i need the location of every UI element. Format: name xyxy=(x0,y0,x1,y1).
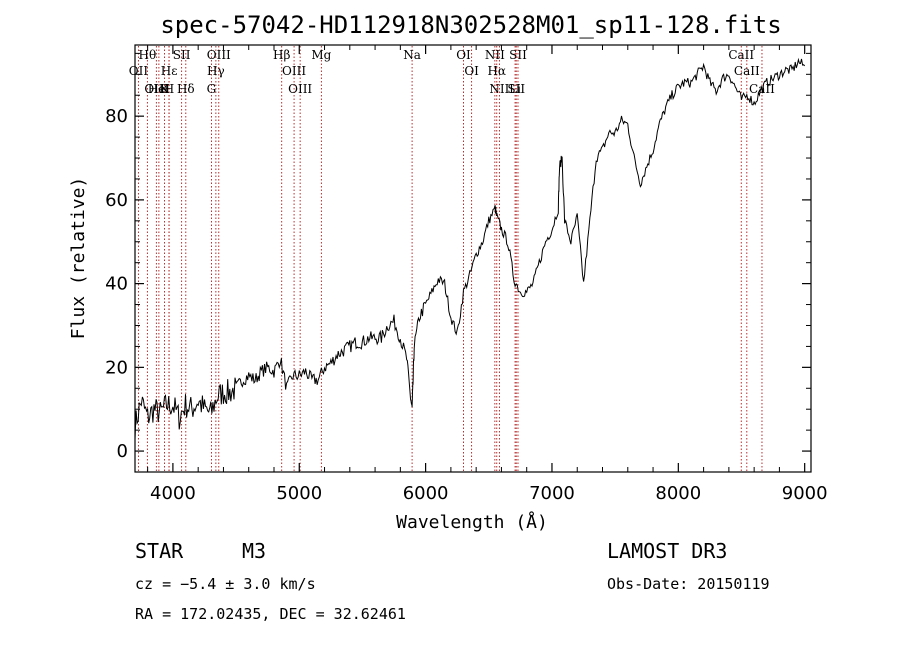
survey-name: LAMOST DR3 xyxy=(607,539,727,563)
chart-title: spec-57042-HD112918N302528M01_sp11-128.f… xyxy=(160,11,781,39)
line-label: OIII xyxy=(282,64,306,78)
line-label: Li xyxy=(509,82,521,96)
spectral-line-markers xyxy=(137,46,763,471)
line-label: Hα xyxy=(487,64,506,78)
line-label: Hε xyxy=(161,64,178,78)
flux-series xyxy=(134,57,806,440)
line-label: CaII xyxy=(728,48,754,62)
y-tick-label: 20 xyxy=(105,357,128,378)
x-tick-label: 7000 xyxy=(529,483,575,504)
line-label: OIII xyxy=(288,82,312,96)
flux-line xyxy=(134,57,806,440)
x-tick-label: 4000 xyxy=(150,483,196,504)
y-tick-label: 40 xyxy=(105,274,128,295)
line-label: Hγ xyxy=(207,64,225,78)
y-tick-label: 60 xyxy=(105,190,128,211)
line-label: Hβ xyxy=(273,48,290,62)
line-label: OII xyxy=(129,64,149,78)
line-label: NII xyxy=(485,48,505,62)
x-tick-label: 6000 xyxy=(403,483,449,504)
line-label: OIII xyxy=(144,82,168,96)
y-axis-label: Flux (relative) xyxy=(68,177,89,340)
redshift-text: cz = −5.4 ± 3.0 km/s xyxy=(135,575,316,593)
line-label: SII xyxy=(509,48,527,62)
coordinates-text: RA = 172.02435, DEC = 32.62461 xyxy=(135,605,406,623)
line-label: K xyxy=(160,82,170,96)
object-class: STAR xyxy=(135,539,184,563)
line-label: SII xyxy=(507,82,525,96)
x-axis-ticks: 4000 5000 6000 7000 8000 9000 xyxy=(147,45,828,504)
line-label: H xyxy=(164,82,174,96)
line-label: OI xyxy=(464,64,479,78)
line-label: Hδ xyxy=(177,82,195,96)
x-axis-label: Wavelength (Å) xyxy=(396,511,548,533)
line-label: CaII xyxy=(734,64,760,78)
obs-date-text: Obs-Date: 20150119 xyxy=(607,575,770,593)
line-label: HeI xyxy=(148,82,171,96)
line-label: Mg xyxy=(311,48,331,62)
spectral-line-labels: HθOIIOIIIHeIHεKHSIIHδOIIIHγGHβOIIIOIIIMg… xyxy=(129,48,775,96)
y-axis-ticks: 0 20 40 60 80 xyxy=(105,52,811,462)
y-tick-label: 0 xyxy=(117,441,128,462)
line-label: SII xyxy=(173,48,191,62)
y-tick-label: 80 xyxy=(105,106,128,127)
x-tick-label: 8000 xyxy=(655,483,701,504)
line-label: Na xyxy=(403,48,421,62)
line-label: G xyxy=(207,82,217,96)
x-tick-label: 9000 xyxy=(782,483,828,504)
object-subclass: M3 xyxy=(242,539,266,563)
line-label: Hθ xyxy=(139,48,157,62)
line-label: OI xyxy=(456,48,471,62)
line-label: OIII xyxy=(207,48,231,62)
plot-frame xyxy=(134,44,812,473)
line-label: NII xyxy=(489,82,509,96)
x-tick-label: 5000 xyxy=(276,483,322,504)
